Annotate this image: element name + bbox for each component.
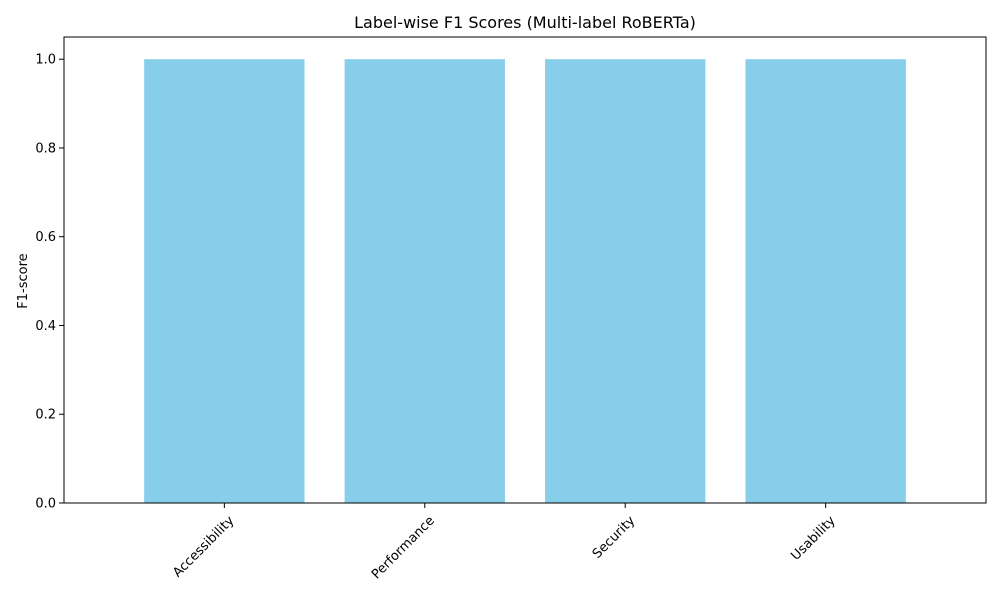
bar-usability — [745, 59, 906, 503]
y-axis-label: F1-score — [16, 253, 31, 308]
bar-performance — [344, 59, 505, 503]
y-tick-label: 0.4 — [35, 319, 56, 334]
y-ticks: 0.0 0.2 0.4 0.6 0.8 1.0 — [35, 53, 64, 512]
x-tick-label: Performance — [369, 513, 438, 582]
x-tick-label: Accessibility — [170, 513, 237, 580]
x-tick-label: Security — [590, 513, 639, 562]
y-tick-label: 1.0 — [35, 53, 56, 68]
bars-layer — [144, 59, 906, 503]
bar-accessibility — [144, 59, 305, 503]
chart-title: Label-wise F1 Scores (Multi-label RoBERT… — [354, 13, 696, 32]
y-tick-label: 0.6 — [35, 230, 56, 245]
x-ticks: Accessibility Performance Security Usabilit… — [170, 503, 839, 582]
bar-security — [545, 59, 706, 503]
y-tick-label: 0.8 — [35, 141, 56, 156]
plot-frame — [63, 36, 987, 504]
y-tick-label: 0.2 — [35, 408, 56, 423]
x-tick-label: Usability — [788, 513, 839, 564]
y-tick-label: 0.0 — [35, 497, 56, 512]
